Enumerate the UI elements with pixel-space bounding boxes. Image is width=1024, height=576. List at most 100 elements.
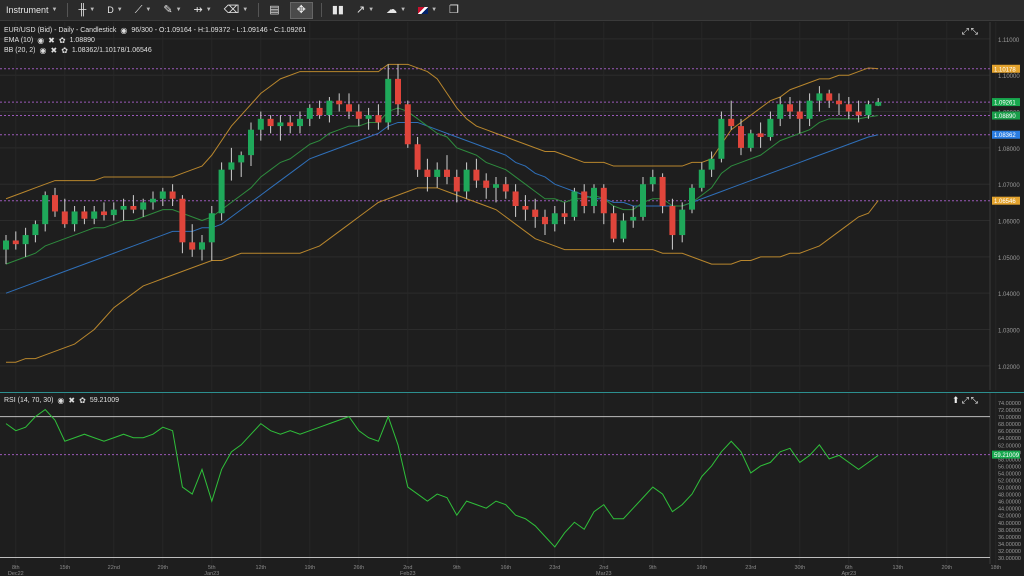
ema-value: 1.08890 <box>69 37 95 44</box>
pane-controls-icon[interactable]: ⬆⤢⤡ <box>952 395 980 405</box>
eye-icon[interactable]: ◉ <box>39 46 47 55</box>
candle-body <box>816 93 823 101</box>
candle-body <box>659 176 666 206</box>
instrument-label: Instrument <box>6 5 49 15</box>
candle-body <box>140 202 147 210</box>
candle-body <box>649 176 656 185</box>
candle-body <box>512 191 519 206</box>
rsi-tick-label: 46.00000 <box>998 500 1021 506</box>
time-tick-month: Mar23 <box>596 571 612 576</box>
candle-body <box>591 187 597 206</box>
legend-ohlc: 96/300 - O:1.09164 - H:1.09372 - L:1.091… <box>131 27 307 34</box>
bb-middle-band <box>5 121 879 294</box>
candles-button[interactable]: ╫ ▼ <box>72 0 101 21</box>
price-chart[interactable]: 1.110001.100001.090001.080001.070001.060… <box>0 22 1024 390</box>
expand-button[interactable]: ✥ <box>289 1 313 19</box>
rsi-tick-label: 74.00000 <box>998 401 1021 407</box>
price-tick-label: 1.04000 <box>998 292 1020 298</box>
chevron-down-icon: ▼ <box>242 7 249 13</box>
time-axis[interactable]: 8th Dec22 15th 22nd 29th 5th Jan23 12th 19th 26th… <box>0 564 1024 576</box>
time-tick-month: Apr23 <box>841 571 856 576</box>
rsi-tick-label: 38.00000 <box>998 528 1021 534</box>
time-tick-label: 5th <box>208 565 216 571</box>
time-tick-label: 6th <box>845 565 853 571</box>
time-tick-label: 22nd <box>108 565 120 571</box>
candle-body <box>228 162 235 170</box>
window-icon: ❐ <box>449 3 459 16</box>
time-tick-month: Jan23 <box>204 571 219 576</box>
time-tick-label: 2nd <box>599 565 608 571</box>
candle-body <box>71 211 78 225</box>
shapes-button[interactable]: ⇸ ▼ <box>188 0 218 21</box>
rsi-tick-label: 70.00000 <box>998 415 1021 421</box>
rsi-tick-label: 32.00000 <box>998 549 1021 555</box>
candle-body <box>796 111 803 119</box>
time-tick-label: 23rd <box>745 565 756 571</box>
candle-body <box>91 211 98 219</box>
layout-button[interactable]: ▤ <box>263 0 285 21</box>
candle-body <box>101 211 107 216</box>
trend-button[interactable]: ↗ ▼ <box>350 0 380 21</box>
timeframe-selector[interactable]: D ▼ <box>101 0 128 21</box>
pane-resize-icon[interactable]: ⤢⤡ <box>961 26 980 36</box>
candle-body <box>483 180 490 188</box>
bb-upper-band <box>5 63 879 200</box>
instrument-selector[interactable]: Instrument ▼ <box>0 0 63 21</box>
gear-icon[interactable]: ✿ <box>58 36 66 45</box>
candle-body <box>365 115 372 119</box>
shapes-icon: ⇸ <box>193 3 203 16</box>
gear-icon[interactable]: ✿ <box>79 396 86 405</box>
language-button[interactable]: ▼ <box>412 0 443 21</box>
candle-body <box>218 169 225 214</box>
rsi-tick-label: 36.00000 <box>998 535 1021 541</box>
crosshair-icon: ⟋ <box>134 3 143 16</box>
price-chart-pane[interactable]: 1.110001.100001.090001.080001.070001.060… <box>0 22 1024 390</box>
alert-button[interactable]: ☁ ▼ <box>380 0 412 21</box>
candle-body <box>287 122 294 127</box>
chevron-down-icon: ▼ <box>205 7 212 13</box>
eye-icon[interactable]: ◉ <box>37 36 45 45</box>
time-tick-label: 19th <box>304 565 315 571</box>
candle-body <box>444 169 450 177</box>
candle-body <box>698 169 705 188</box>
eye-icon[interactable]: ◉ <box>120 26 128 35</box>
candle-body <box>581 191 588 206</box>
rsi-chart[interactable]: 74.0000072.0000070.0000068.0000066.00000… <box>0 393 1024 565</box>
candle-body <box>453 176 460 192</box>
gear-icon[interactable]: ✿ <box>61 46 68 55</box>
candle-body <box>708 158 715 170</box>
price-tag <box>992 98 1020 107</box>
ema-label: EMA (10) <box>4 37 34 44</box>
price-tick-label: 1.11000 <box>998 38 1020 44</box>
candle-body <box>385 78 392 123</box>
close-icon[interactable]: ✖ <box>68 396 76 405</box>
rsi-tick-label: 62.00000 <box>998 443 1021 449</box>
rsi-tick-label: 54.00000 <box>998 471 1021 477</box>
candle-body <box>610 213 617 239</box>
rsi-tick-label: 30.00000 <box>998 556 1021 562</box>
chevron-down-icon: ▼ <box>400 7 407 13</box>
candle-body <box>777 104 784 119</box>
close-icon[interactable]: ✖ <box>48 36 55 45</box>
price-tick-label: 1.05000 <box>998 256 1020 262</box>
rsi-tick-label: 42.00000 <box>998 514 1021 520</box>
rsi-pane[interactable]: 74.00000 72.00000 70.00000 68.00000 66.00000… <box>0 392 1024 565</box>
candle-body <box>3 240 9 250</box>
indicators-button[interactable]: ▮▮ <box>326 0 350 21</box>
candle-body <box>875 102 882 106</box>
draw-button[interactable]: ✎ ▼ <box>157 0 187 21</box>
price-tick-label: 1.03000 <box>998 329 1020 335</box>
candle-body <box>836 100 842 105</box>
rsi-tag-label: 59.21009 <box>994 453 1020 459</box>
close-icon[interactable]: ✖ <box>50 46 58 55</box>
crosshair-button[interactable]: ⟋ ▼ <box>129 0 158 21</box>
draw-icon: ✎ <box>163 3 173 16</box>
divider <box>67 3 69 17</box>
eye-icon[interactable]: ◉ <box>57 396 65 405</box>
delete-button[interactable]: ⌫ ▼ <box>218 0 255 21</box>
price-tick-label: 1.08000 <box>998 147 1020 153</box>
candle-body <box>414 144 421 170</box>
bb-label: BB (20, 2) <box>4 47 36 54</box>
window-button[interactable]: ❐ <box>443 0 465 21</box>
